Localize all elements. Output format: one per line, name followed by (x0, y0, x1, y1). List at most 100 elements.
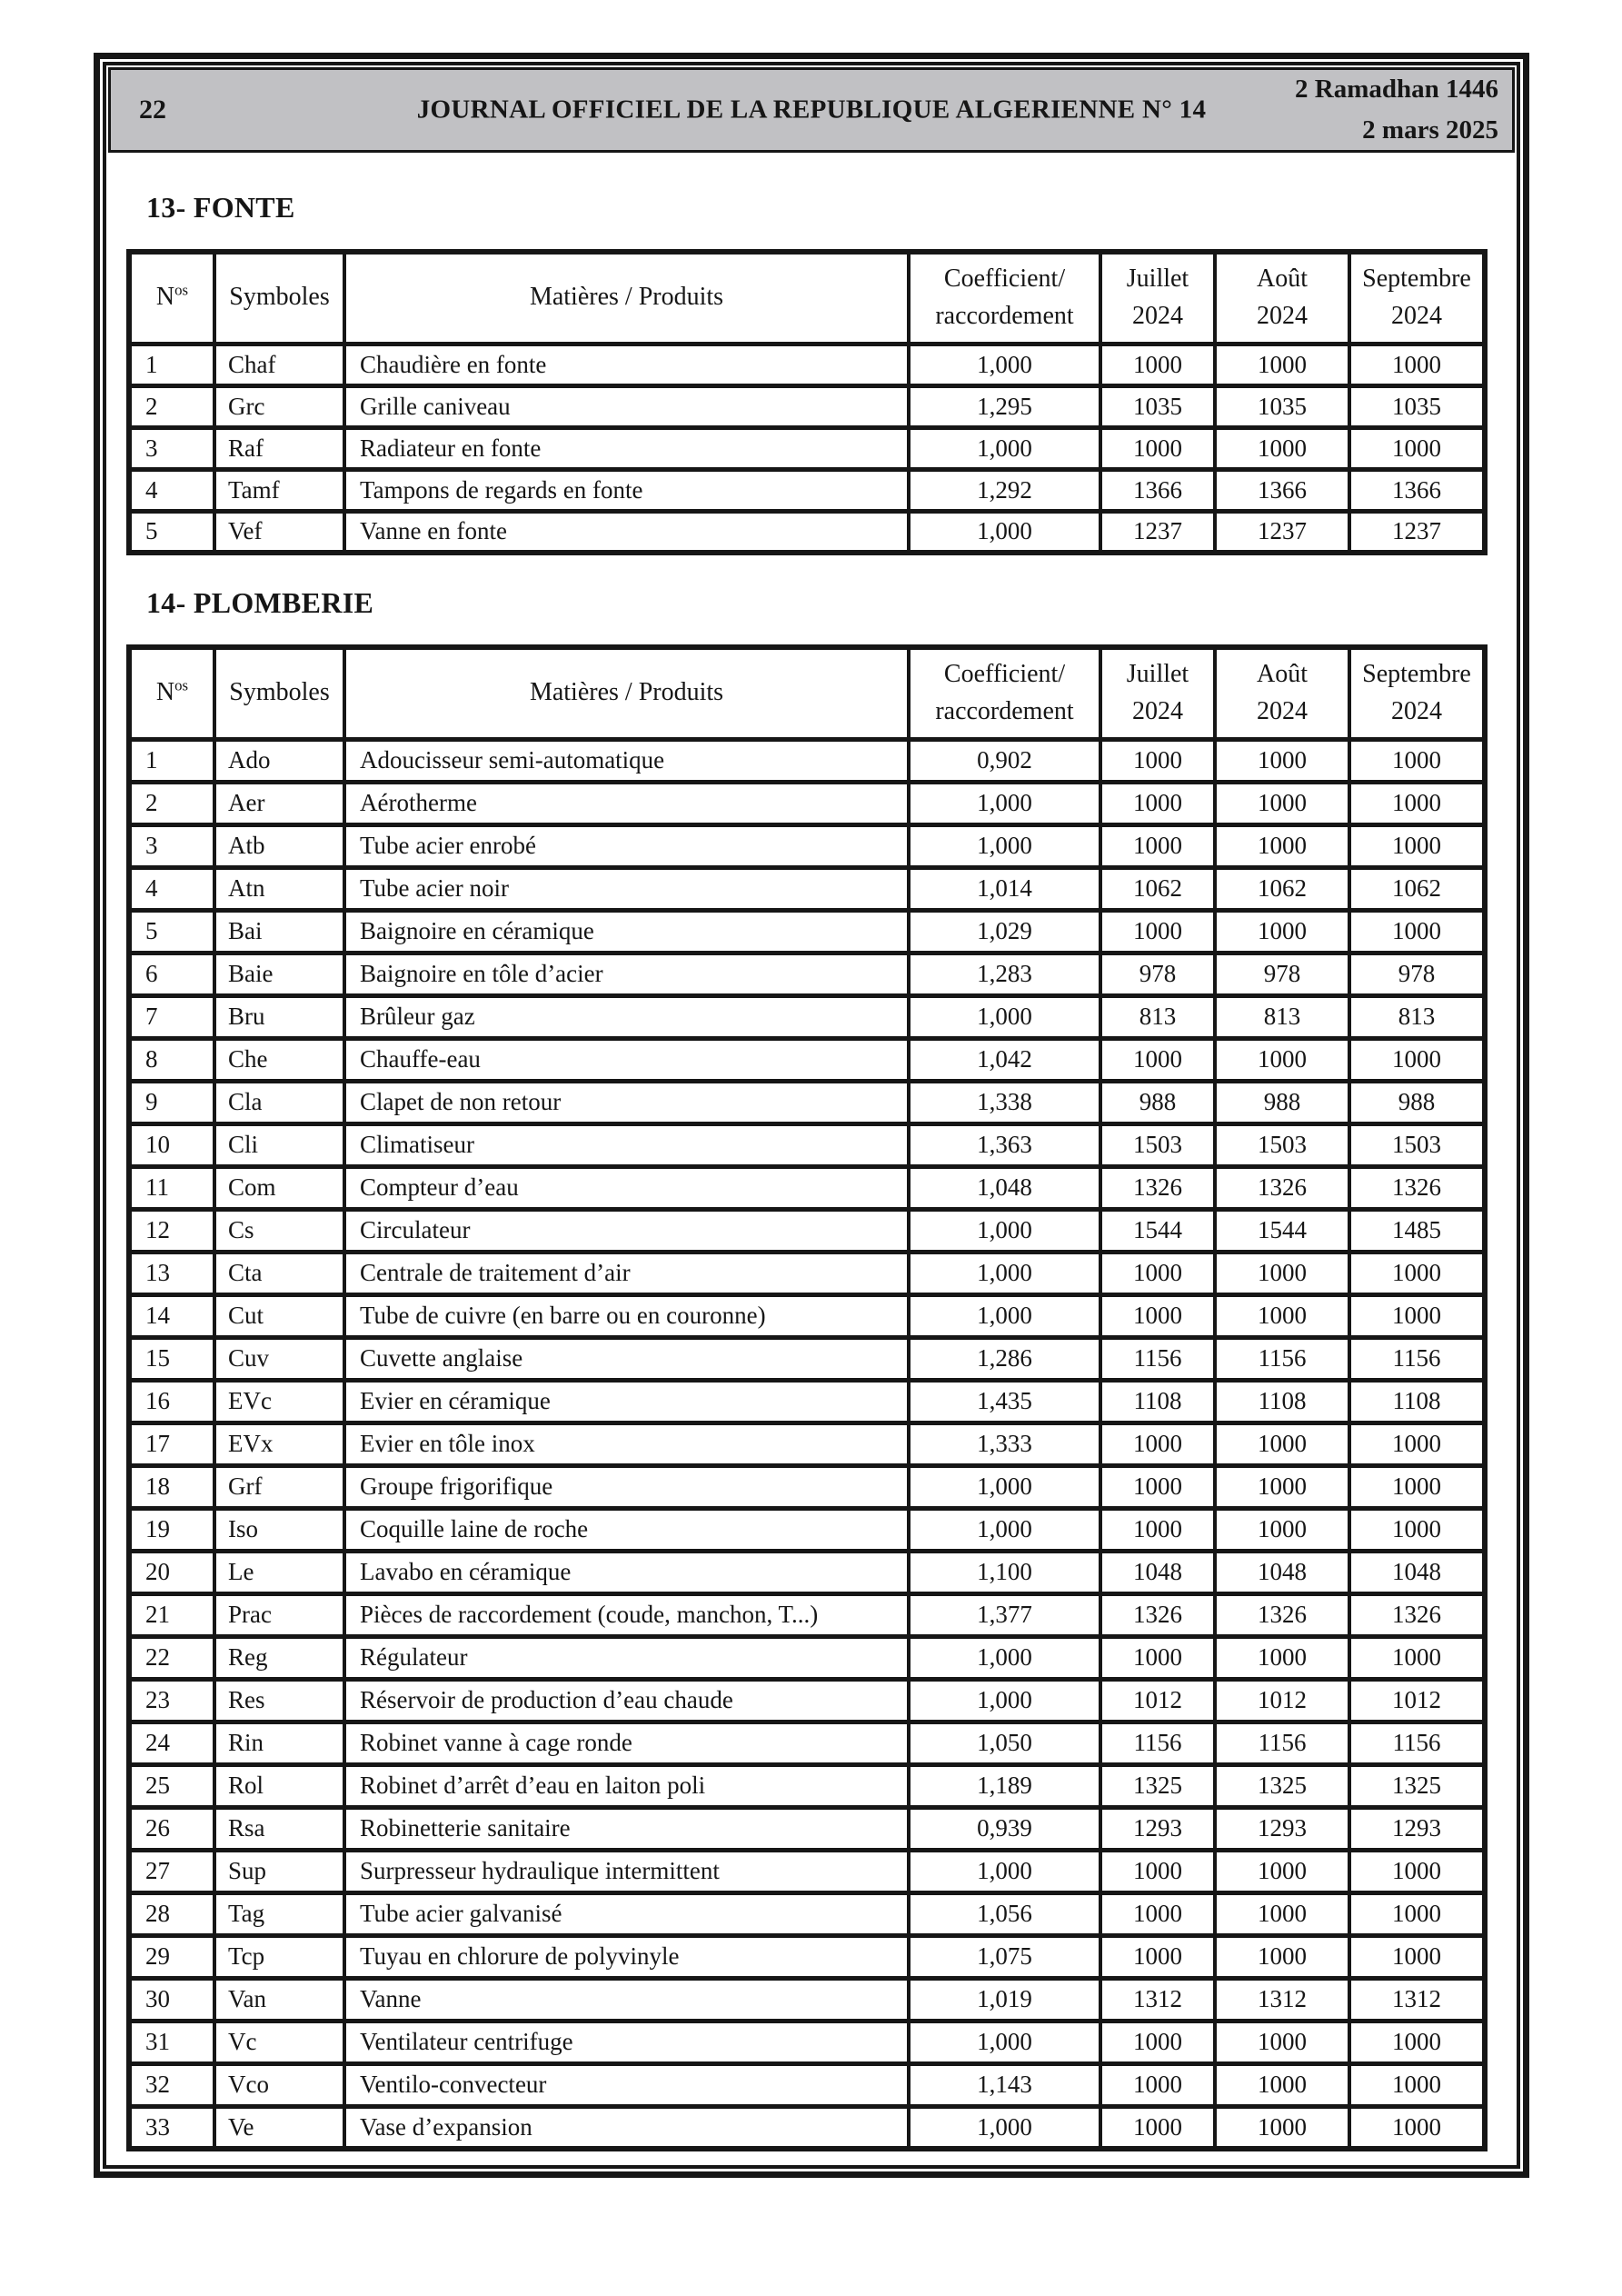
cell-product: Grille caniveau (343, 383, 911, 430)
cell-july: 1000 (1099, 1462, 1217, 1511)
cell-july: 1000 (1099, 2061, 1217, 2109)
cell-july: 1000 (1099, 779, 1217, 827)
plomberie-table-head: Nos Symboles Matières / Produits Coeffic… (127, 644, 1487, 742)
table-row: 24 Rin Robinet vanne à cage ronde 1,050 1156… (127, 1719, 1487, 1767)
cell-september: 1000 (1348, 1462, 1487, 1511)
cell-august: 1544 (1213, 1206, 1351, 1254)
cell-august: 1293 (1213, 1804, 1351, 1852)
cell-august: 1000 (1213, 424, 1351, 472)
cell-july: 1366 (1099, 466, 1217, 514)
cell-august: 978 (1213, 950, 1351, 998)
cell-product: Groupe frigorifique (343, 1462, 911, 1511)
table-row: 2 Grc Grille caniveau 1,295 1035 1035 1035 (127, 383, 1487, 430)
table-row: 1 Ado Adoucisseur semi-automatique 0,902 100… (127, 736, 1487, 784)
cell-august: 1312 (1213, 1975, 1351, 2023)
table-header-row: Nos Symboles Matières / Produits Coeffic… (127, 249, 1487, 346)
table-row: 29 Tcp Tuyau en chlorure de polyvinyle 1,07… (127, 1932, 1487, 1981)
cell-coefficient: 1,014 (907, 864, 1102, 913)
cell-july: 1156 (1099, 1719, 1217, 1767)
cell-no: 19 (127, 1505, 216, 1553)
cell-july: 1000 (1099, 341, 1217, 388)
cell-july: 1000 (1099, 1420, 1217, 1468)
cell-coefficient: 1,000 (907, 508, 1102, 555)
cell-no: 2 (127, 383, 216, 430)
cell-august: 1000 (1213, 1847, 1351, 1895)
cell-no: 26 (127, 1804, 216, 1852)
cell-no: 13 (127, 1249, 216, 1297)
cell-coefficient: 1,042 (907, 1035, 1102, 1083)
cell-product: Lavabo en céramique (343, 1548, 911, 1596)
cell-august: 1237 (1213, 508, 1351, 555)
cell-no: 32 (127, 2061, 216, 2109)
cell-product: Coquille laine de roche (343, 1505, 911, 1553)
table-row: 6 Baie Baignoire en tôle d’acier 1,283 978 97… (127, 950, 1487, 998)
cell-july: 1326 (1099, 1591, 1217, 1639)
col-header-coefficient: Coefficient/raccordement (907, 249, 1102, 346)
journal-title: JOURNAL OFFICIEL DE LA REPUBLIQUE ALGERI… (416, 95, 1207, 125)
cell-august: 1000 (1213, 1420, 1351, 1468)
cell-august: 1000 (1213, 1505, 1351, 1553)
cell-august: 1108 (1213, 1377, 1351, 1425)
col-header-september: Septembre 2024 (1348, 644, 1487, 742)
cell-july: 988 (1099, 1078, 1217, 1126)
cell-july: 1000 (1099, 2018, 1217, 2066)
col-header-symbols: Symboles (213, 644, 346, 742)
cell-no: 18 (127, 1462, 216, 1511)
cell-coefficient: 1,292 (907, 466, 1102, 514)
cell-product: Centrale de traitement d’air (343, 1249, 911, 1297)
cell-coefficient: 1,050 (907, 1719, 1102, 1767)
cell-july: 1156 (1099, 1334, 1217, 1383)
cell-symbol: Chaf (213, 341, 346, 388)
col-header-no: Nos (127, 644, 216, 742)
cell-july: 1000 (1099, 822, 1217, 870)
cell-july: 1000 (1099, 2103, 1217, 2151)
cell-september: 1156 (1348, 1334, 1487, 1383)
cell-symbol: Atn (213, 864, 346, 913)
cell-symbol: Reg (213, 1633, 346, 1682)
cell-coefficient: 1,019 (907, 1975, 1102, 2023)
table-row: 30 Van Vanne 1,019 1312 1312 1312 (127, 1975, 1487, 2023)
cell-product: Compteur d’eau (343, 1163, 911, 1212)
cell-symbol: Cla (213, 1078, 346, 1126)
cell-no: 27 (127, 1847, 216, 1895)
cell-august: 1326 (1213, 1163, 1351, 1212)
cell-september: 1000 (1348, 1890, 1487, 1938)
cell-july: 1000 (1099, 1505, 1217, 1553)
table-row: 25 Rol Robinet d’arrêt d’eau en laiton pol… (127, 1762, 1487, 1810)
col-header-products: Matières / Produits (343, 249, 911, 346)
header-dates: 2 Ramadhan 1446 2 mars 2025 (1295, 75, 1498, 145)
cell-symbol: Res (213, 1676, 346, 1724)
cell-september: 1000 (1348, 1292, 1487, 1340)
cell-august: 1000 (1213, 1292, 1351, 1340)
table-row: 2 Aer Aérotherme 1,000 1000 1000 1000 (127, 779, 1487, 827)
cell-coefficient: 1,000 (907, 1676, 1102, 1724)
cell-coefficient: 0,902 (907, 736, 1102, 784)
cell-august: 1156 (1213, 1719, 1351, 1767)
cell-july: 1012 (1099, 1676, 1217, 1724)
cell-september: 1326 (1348, 1591, 1487, 1639)
cell-august: 1326 (1213, 1591, 1351, 1639)
cell-august: 1000 (1213, 1249, 1351, 1297)
cell-september: 1000 (1348, 1932, 1487, 1981)
col-header-august: Août 2024 (1213, 644, 1351, 742)
cell-september: 1293 (1348, 1804, 1487, 1852)
cell-no: 23 (127, 1676, 216, 1724)
cell-july: 1048 (1099, 1548, 1217, 1596)
cell-september: 1000 (1348, 2018, 1487, 2066)
cell-no: 1 (127, 341, 216, 388)
section-fonte: 13- FONTE Nos Symboles Matières / Produi… (106, 191, 1517, 555)
cell-product: Radiateur en fonte (343, 424, 911, 472)
table-row: 14 Cut Tube de cuivre (en barre ou en cour… (127, 1292, 1487, 1340)
cell-august: 1000 (1213, 2061, 1351, 2109)
cell-no: 9 (127, 1078, 216, 1126)
cell-coefficient: 1,000 (907, 1847, 1102, 1895)
cell-product: Tube acier enrobé (343, 822, 911, 870)
cell-september: 1000 (1348, 1420, 1487, 1468)
cell-no: 11 (127, 1163, 216, 1212)
cell-august: 1000 (1213, 822, 1351, 870)
cell-july: 1000 (1099, 736, 1217, 784)
cell-september: 1000 (1348, 907, 1487, 955)
cell-no: 29 (127, 1932, 216, 1981)
cell-no: 4 (127, 864, 216, 913)
cell-august: 1035 (1213, 383, 1351, 430)
